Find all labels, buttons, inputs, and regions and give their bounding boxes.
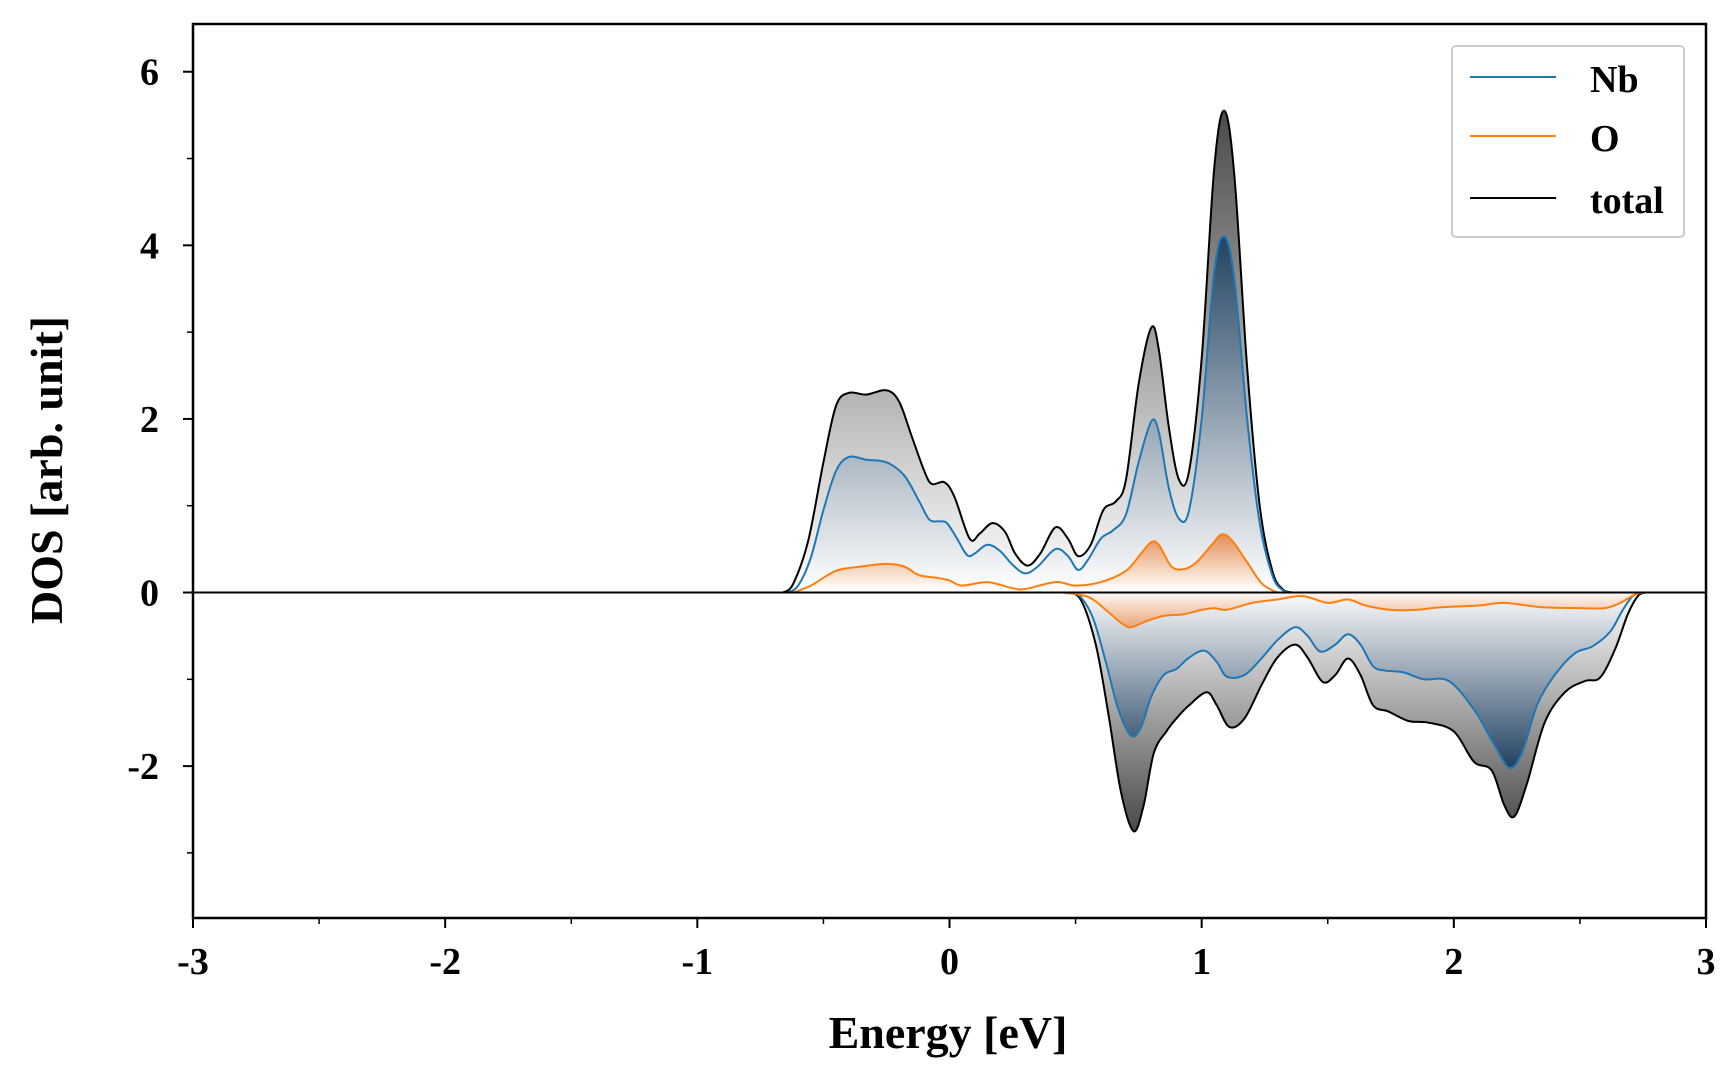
y-tick-label: 0 — [140, 573, 159, 615]
nb-spin-down-line — [1070, 591, 1644, 770]
nb-spin-up-line — [787, 235, 1293, 594]
x-tick-label: 1 — [1192, 941, 1211, 983]
legend: Nb O total — [1451, 45, 1685, 238]
x-axis-label: Energy [eV] — [829, 1007, 1068, 1058]
y-tick-label: 2 — [140, 399, 159, 441]
y-axis-label: DOS [arb. unit] — [21, 316, 72, 624]
legend-label-nb: Nb — [1590, 59, 1639, 101]
legend-box — [1451, 45, 1685, 238]
legend-label-total: total — [1590, 180, 1664, 222]
x-tick-label: -3 — [177, 941, 209, 983]
ticks-layer: -3 -2 -1 0 1 2 3 -2 0 2 4 6 — [127, 52, 1715, 983]
lines-layer — [782, 109, 1646, 833]
x-tick-label: -2 — [429, 941, 461, 983]
y-tick-label: 4 — [140, 225, 159, 267]
x-tick-label: 2 — [1444, 941, 1463, 983]
o-spin-down-fill — [1063, 592, 1646, 628]
o-spin-up-fill — [793, 534, 1278, 593]
y-tick-label: 6 — [140, 52, 159, 94]
nb-spin-up-fill — [788, 236, 1293, 593]
y-tick-label: -2 — [127, 746, 159, 788]
total-spin-up-line — [782, 109, 1293, 594]
x-tick-label: -1 — [682, 941, 714, 983]
legend-label-o: O — [1590, 118, 1620, 160]
o-spin-down-line — [1062, 591, 1646, 629]
o-spin-up-line — [792, 533, 1278, 594]
nb-spin-down-fill — [1070, 592, 1643, 769]
x-tick-label: 0 — [940, 941, 959, 983]
total-spin-down-line — [1065, 591, 1646, 833]
x-tick-label: 3 — [1697, 941, 1716, 983]
